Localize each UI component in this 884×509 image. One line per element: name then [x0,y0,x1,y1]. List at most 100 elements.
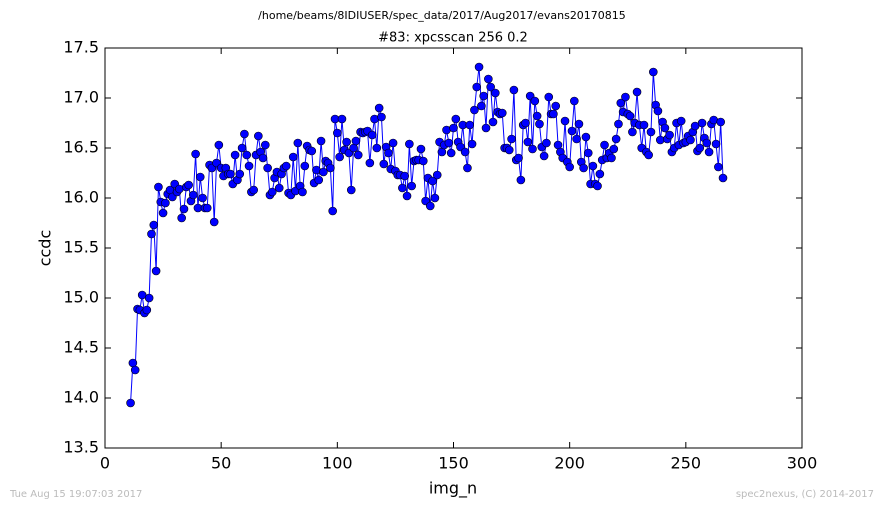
data-point [695,143,705,153]
data-point [449,123,458,133]
y-tick-label: 16.5 [63,138,99,157]
data-point [177,213,186,223]
data-point [351,136,361,146]
data-point [367,130,377,140]
data-point [632,87,642,97]
data-point [314,175,324,185]
data-point [377,112,386,122]
data-point [583,148,593,158]
y-tick-label: 15.0 [63,288,99,307]
data-point [235,169,245,179]
data-point [567,126,577,136]
data-point [570,96,579,106]
suptitle: /home/beams/8IDIUSER/spec_data/2017/Aug2… [258,9,626,22]
data-point [491,88,500,98]
data-point [179,204,189,214]
data-point [704,147,714,157]
data-point [242,150,252,160]
data-point [400,171,410,181]
y-tick-label: 14.5 [63,338,99,357]
data-point [572,134,581,144]
data-point [244,161,254,171]
data-point [711,139,721,149]
data-point [644,150,653,160]
x-tick-label: 50 [211,454,231,473]
data-point [379,159,389,169]
data-point [372,143,382,153]
x-tick-label: 0 [100,454,110,473]
data-point [158,208,168,218]
data-point [151,266,161,276]
data-point [126,398,135,408]
data-point [581,132,591,142]
data-point [660,123,670,133]
y-tick-label: 17.5 [63,38,99,57]
data-point [142,305,152,315]
chart-title: #83: xpcsscan 256 0.2 [378,31,528,46]
data-point [477,101,486,111]
data-point [261,140,270,150]
data-point [488,117,498,127]
data-point [451,114,461,124]
data-point [628,127,637,137]
x-tick-label: 150 [438,454,469,473]
data-point [209,217,219,227]
data-point [549,109,558,119]
data-point [249,185,258,195]
data-point [307,146,317,156]
data-point [465,120,475,130]
data-point [639,120,649,130]
data-point [532,111,542,121]
data-point [288,152,298,162]
data-point [374,103,384,113]
data-point [616,98,626,108]
data-point [588,161,598,171]
data-point [528,144,537,154]
data-point [353,150,363,160]
data-point [463,163,472,173]
y-axis-label: ccdc [36,230,55,267]
data-point [263,163,272,173]
data-point [198,193,207,203]
data-point [521,118,530,128]
data-point [523,137,533,147]
data-point [293,138,303,148]
data-point [676,116,686,126]
data-point [621,92,630,102]
y-tick-label: 13.5 [63,438,99,457]
data-point [600,140,609,150]
data-point [444,138,454,148]
data-point [472,82,482,92]
data-point [388,138,398,148]
data-point [467,139,477,149]
y-tick-label: 17.0 [63,88,99,107]
data-point [195,172,205,182]
data-point [230,150,240,160]
data-point [144,293,154,303]
data-point [326,163,335,173]
data-point [254,131,263,141]
data-point [446,148,456,158]
data-point [418,156,428,166]
data-point [646,127,656,137]
data-point [214,140,224,150]
data-point [335,152,344,162]
data-point [147,229,156,239]
data-point [470,105,479,115]
data-point [484,74,493,84]
data-point [405,139,414,149]
data-point [384,148,393,158]
data-point [479,91,489,101]
data-point [316,136,326,146]
data-point [609,144,619,154]
data-point [300,161,310,171]
y-tick-label: 16.0 [63,188,99,207]
data-point [539,151,549,161]
data-point [319,167,328,177]
data-point [402,191,412,201]
data-point [542,138,551,148]
data-point [149,220,159,230]
